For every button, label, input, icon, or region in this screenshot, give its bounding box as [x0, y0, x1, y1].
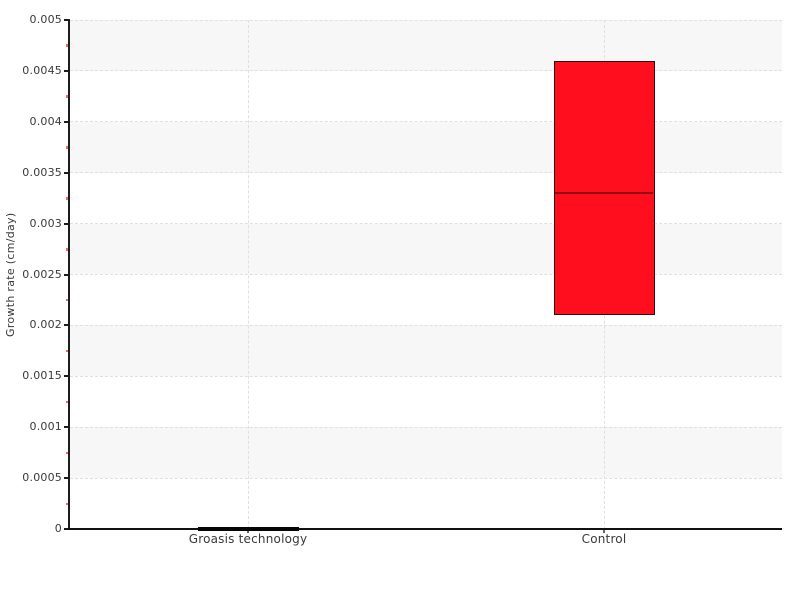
median-line-control	[555, 191, 653, 195]
y-major-tick	[64, 426, 70, 429]
y-minor-tick	[66, 349, 69, 353]
box-control	[553, 60, 655, 316]
x-axis-line	[68, 528, 782, 530]
x-gridline-groasis-technology	[247, 20, 249, 529]
y-minor-tick	[66, 400, 69, 404]
category-tick-control	[603, 529, 605, 533]
y-gridline	[70, 223, 782, 225]
grid-band	[70, 427, 782, 479]
y-gridline	[70, 70, 782, 72]
y-minor-tick	[66, 146, 69, 149]
x-tick-label-groasis-technology: Groasis technology	[188, 532, 308, 546]
y-major-tick	[64, 69, 70, 72]
y-tick-label: 0.0015	[22, 369, 62, 383]
y-tick-label: 0.0045	[22, 63, 62, 77]
y-major-tick	[64, 477, 70, 480]
y-gridline	[70, 324, 782, 326]
y-minor-tick	[66, 95, 69, 98]
y-tick-label: 0.005	[29, 13, 62, 26]
y-major-tick	[64, 324, 70, 327]
grid-band	[70, 20, 782, 71]
y-gridline	[70, 172, 782, 174]
y-axis-line	[68, 19, 70, 530]
y-minor-tick	[66, 451, 69, 455]
y-gridline	[70, 274, 782, 275]
y-minor-tick	[66, 502, 69, 506]
y-tick-label: 0.003	[29, 216, 62, 230]
y-major-tick	[64, 528, 70, 530]
y-major-tick	[64, 222, 70, 225]
y-tick-label: 0.0005	[22, 471, 62, 485]
box-groasis-technology	[197, 526, 299, 532]
y-tick-label: 0	[54, 522, 62, 535]
y-gridline	[70, 426, 782, 428]
grid-band	[70, 121, 782, 173]
y-gridline	[70, 19, 782, 21]
y-major-tick	[64, 19, 70, 21]
y-major-tick	[64, 375, 70, 378]
y-tick-label: 0.002	[29, 318, 62, 332]
y-minor-tick	[66, 197, 69, 200]
y-major-tick	[64, 273, 70, 276]
y-minor-tick	[66, 44, 69, 47]
y-gridline	[70, 121, 782, 123]
y-gridline	[70, 375, 782, 377]
y-minor-tick	[66, 248, 69, 251]
y-major-tick	[64, 171, 70, 174]
grid-band	[70, 325, 782, 377]
y-tick-label: 0.0035	[22, 165, 62, 179]
grid-band	[70, 223, 782, 275]
y-tick-label: 0.001	[29, 420, 62, 434]
y-tick-label: 0.0025	[22, 267, 62, 281]
x-tick-label-control: Control	[581, 532, 627, 546]
y-gridline	[70, 477, 782, 479]
y-minor-tick	[66, 298, 69, 302]
y-axis-title: Growth rate (cm/day)	[4, 212, 17, 337]
y-major-tick	[64, 120, 70, 123]
y-tick-label: 0.004	[29, 114, 62, 128]
